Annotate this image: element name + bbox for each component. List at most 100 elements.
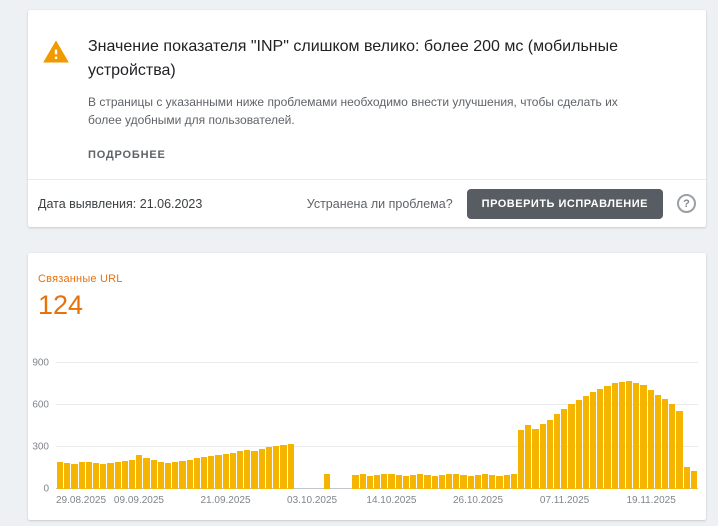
bar[interactable] <box>157 461 165 489</box>
bar[interactable] <box>57 462 64 489</box>
bar[interactable] <box>546 419 554 489</box>
bar[interactable] <box>251 450 258 489</box>
bar[interactable] <box>518 430 525 489</box>
bar[interactable] <box>690 470 698 489</box>
detected-date-label: Дата выявления: 21.06.2023 <box>38 196 203 211</box>
bar[interactable] <box>64 463 71 489</box>
bar[interactable] <box>561 409 568 489</box>
y-axis-label: 600 <box>32 399 49 411</box>
related-urls-card: Связанные URL 124 0 300 600 900 29.08.2025 0… <box>28 253 706 520</box>
bar[interactable] <box>201 456 208 489</box>
bar[interactable] <box>93 463 100 489</box>
bar[interactable] <box>445 474 453 489</box>
bar[interactable] <box>222 454 229 489</box>
bar[interactable] <box>409 475 417 489</box>
bar[interactable] <box>647 390 654 489</box>
bar[interactable] <box>71 463 78 489</box>
bar[interactable] <box>510 474 517 489</box>
x-axis-label: 19.11.2025 <box>626 495 676 506</box>
bar[interactable] <box>287 444 294 489</box>
bar[interactable] <box>215 454 222 489</box>
bar[interactable] <box>611 383 618 489</box>
bar[interactable] <box>100 463 107 489</box>
bar[interactable] <box>618 381 626 489</box>
bar[interactable] <box>532 428 539 489</box>
bar[interactable] <box>172 462 179 489</box>
bar[interactable] <box>359 474 366 489</box>
bar[interactable] <box>237 451 244 489</box>
bar[interactable] <box>554 414 561 489</box>
bar[interactable] <box>525 425 532 489</box>
bar[interactable] <box>640 384 647 489</box>
bar[interactable] <box>568 404 575 489</box>
bar[interactable] <box>597 388 604 489</box>
details-button[interactable]: ПОДРОБНЕЕ <box>80 139 174 171</box>
bar[interactable] <box>193 458 201 489</box>
bar[interactable] <box>669 404 676 489</box>
x-axis-label: 07.11.2025 <box>539 495 590 506</box>
bar[interactable] <box>208 456 215 489</box>
bar[interactable] <box>503 475 510 489</box>
bar[interactable] <box>352 475 359 489</box>
bar[interactable] <box>460 475 467 489</box>
x-axis-label: 26.10.2025 <box>452 495 504 506</box>
bar[interactable] <box>265 447 273 489</box>
bar[interactable] <box>438 475 445 489</box>
bar[interactable] <box>496 475 503 489</box>
bar[interactable] <box>381 473 388 489</box>
issue-title: Значение показателя "INP" слишком велико… <box>88 38 619 79</box>
bar[interactable] <box>481 474 489 489</box>
bar[interactable] <box>179 461 186 489</box>
bar[interactable] <box>121 461 129 489</box>
y-axis-label: 0 <box>43 483 49 495</box>
bar[interactable] <box>129 459 136 489</box>
bar[interactable] <box>683 466 690 489</box>
bar[interactable] <box>582 395 590 489</box>
issue-card: Значение показателя "INP" слишком велико… <box>28 10 706 227</box>
issue-text: Значение показателя "INP" слишком велико… <box>88 35 668 179</box>
bar[interactable] <box>467 475 474 489</box>
bar[interactable] <box>453 473 460 489</box>
validate-fix-button[interactable]: ПРОВЕРИТЬ ИСПРАВЛЕНИЕ <box>466 188 663 219</box>
bar[interactable] <box>114 461 121 489</box>
bar[interactable] <box>280 444 287 489</box>
bar[interactable] <box>395 475 402 489</box>
bar[interactable] <box>474 475 481 489</box>
y-axis-label: 900 <box>32 357 49 369</box>
bar[interactable] <box>626 380 633 489</box>
bar[interactable] <box>78 462 85 489</box>
bar[interactable] <box>229 452 237 489</box>
bar[interactable] <box>604 386 611 489</box>
bar[interactable] <box>150 459 157 489</box>
related-urls-count: 124 <box>38 290 84 320</box>
x-axis-label: 09.09.2025 <box>113 495 164 506</box>
bar[interactable] <box>388 474 395 489</box>
bar[interactable] <box>633 382 640 489</box>
bar[interactable] <box>417 474 424 489</box>
x-axis-label: 14.10.2025 <box>366 495 417 506</box>
bar[interactable] <box>107 463 114 489</box>
bar[interactable] <box>323 473 330 489</box>
bar[interactable] <box>273 445 280 489</box>
bar[interactable] <box>590 392 597 489</box>
bar[interactable] <box>575 400 582 489</box>
bar[interactable] <box>373 475 381 489</box>
help-icon[interactable]: ? <box>677 194 696 213</box>
bar[interactable] <box>258 449 265 489</box>
bar[interactable] <box>539 423 546 489</box>
bar[interactable] <box>85 461 93 489</box>
warning-icon <box>42 38 70 179</box>
bar[interactable] <box>366 475 373 489</box>
bar[interactable] <box>431 475 438 489</box>
bar[interactable] <box>143 457 150 489</box>
bar[interactable] <box>165 463 172 489</box>
bar[interactable] <box>244 449 251 489</box>
bar[interactable] <box>676 410 683 489</box>
bar[interactable] <box>489 475 496 489</box>
bar[interactable] <box>654 394 662 489</box>
bar[interactable] <box>662 398 669 489</box>
bar[interactable] <box>402 475 409 489</box>
bar[interactable] <box>136 455 143 489</box>
bar[interactable] <box>424 475 431 489</box>
bar[interactable] <box>186 459 193 489</box>
